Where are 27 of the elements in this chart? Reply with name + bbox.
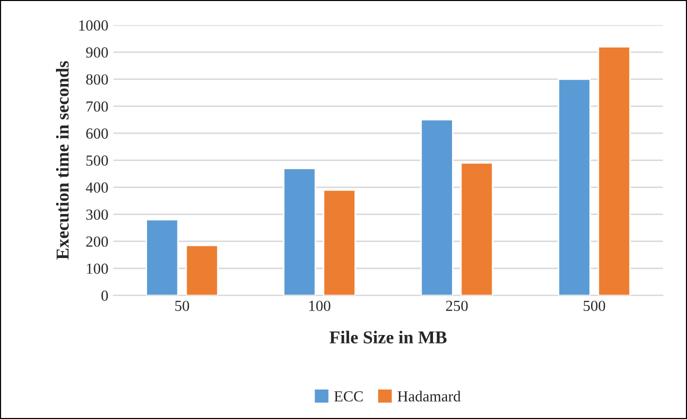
x-tick-label: 50 [175, 300, 190, 312]
bar [558, 78, 591, 296]
y-tick-label: 0 [101, 290, 108, 301]
x-tick-label: 500 [584, 300, 606, 312]
y-tick-label: 900 [86, 47, 108, 58]
y-tick-label: 500 [86, 155, 108, 166]
y-tick-label: 1000 [79, 20, 108, 31]
bar [598, 46, 631, 296]
y-tick-label: 300 [86, 209, 108, 220]
y-axis-title: Execution time in seconds [56, 61, 69, 260]
y-tick-label: 800 [86, 74, 108, 85]
x-tick-label: 250 [446, 300, 468, 312]
legend-label: ECC [334, 391, 363, 402]
bar [283, 168, 316, 296]
bar [420, 119, 454, 296]
bar [185, 244, 218, 296]
y-tick-label: 700 [86, 101, 108, 112]
bar [146, 219, 179, 296]
y-tick-label: 100 [86, 264, 108, 274]
x-tick-label: 100 [309, 300, 330, 312]
y-tick-label: 400 [86, 182, 108, 193]
y-tick-label: 200 [86, 236, 108, 247]
x-axis-title: File Size in MB [330, 330, 447, 344]
bar [460, 162, 494, 296]
legend-label: Hadamard [398, 390, 461, 402]
y-tick-label: 600 [86, 128, 108, 139]
bar [322, 189, 356, 296]
